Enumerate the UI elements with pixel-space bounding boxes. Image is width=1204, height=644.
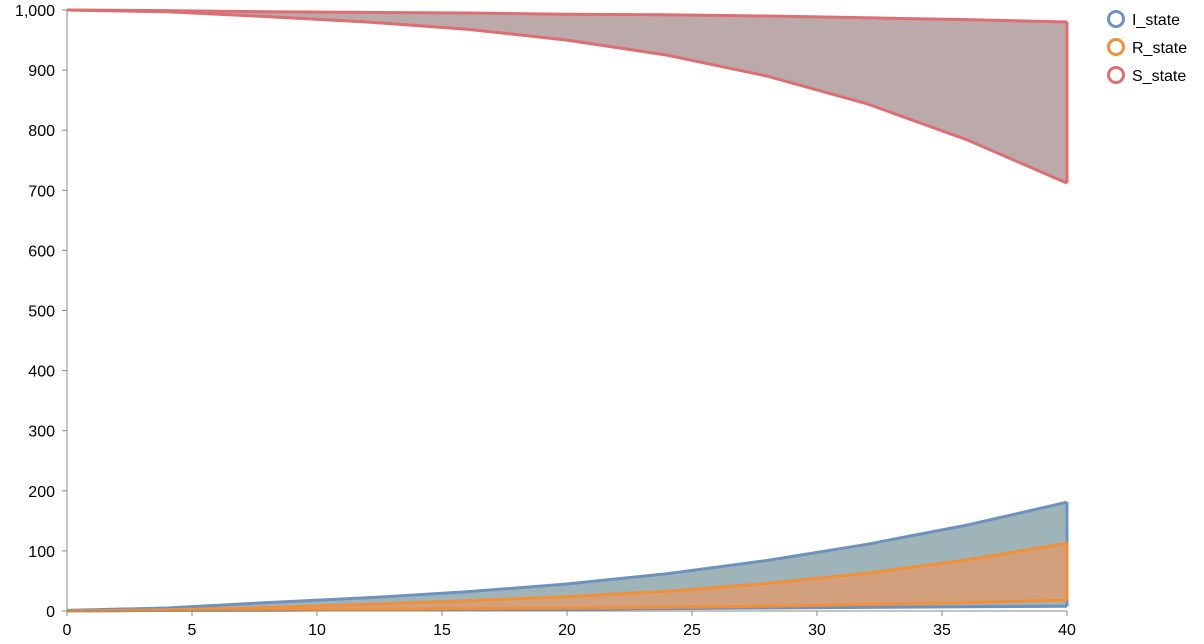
y-tick-label: 1,000	[15, 3, 55, 20]
legend-label: I_state	[1132, 12, 1180, 29]
x-tick-label: 25	[683, 622, 701, 639]
series-r-state	[66, 541, 1069, 613]
legend: I_state R_state S_state	[1107, 10, 1188, 86]
legend-item-i-state[interactable]: I_state	[1107, 10, 1181, 30]
legend-label: R_state	[1132, 40, 1187, 57]
y-tick-label: 200	[28, 484, 55, 501]
y-tick-label: 800	[28, 123, 55, 140]
x-tick-label: 30	[808, 622, 826, 639]
y-tick-label: 900	[28, 63, 55, 80]
y-tick-label: 600	[28, 243, 55, 260]
series-s-state	[66, 8, 1069, 185]
legend-symbol-icon	[1107, 66, 1125, 84]
area-r-state	[67, 543, 1067, 611]
legend-symbol-icon	[1107, 10, 1125, 28]
lower-line-s-state	[66, 8, 1068, 185]
x-tick-label: 20	[558, 622, 576, 639]
y-tick-label: 700	[28, 183, 55, 200]
upper-line-i-state	[66, 500, 1068, 612]
upper-line-r-state	[66, 541, 1068, 613]
y-tick-label: 300	[28, 424, 55, 441]
legend-symbol-icon	[1107, 38, 1125, 56]
y-tick-label: 400	[28, 364, 55, 381]
x-tick-label: 15	[433, 622, 451, 639]
area-s-state	[67, 10, 1067, 184]
x-tick-label: 10	[308, 622, 326, 639]
legend-item-r-state[interactable]: R_state	[1107, 38, 1188, 58]
x-tick-label: 40	[1058, 622, 1076, 639]
x-tick-label: 5	[188, 622, 197, 639]
y-tick-label: 500	[28, 304, 55, 321]
y-tick-label: 100	[28, 544, 55, 561]
plot-area	[66, 8, 1069, 613]
legend-item-s-state[interactable]: S_state	[1107, 66, 1187, 86]
axes: 0 100 200 300 400 500 600 700 800 900 1,000 0 5 10 15 2…	[15, 3, 1076, 639]
upper-line-s-state	[66, 8, 1068, 24]
legend-label: S_state	[1132, 68, 1186, 85]
x-tick-label: 35	[933, 622, 951, 639]
lower-line-r-state	[66, 598, 1068, 613]
y-tick-label: 0	[46, 604, 55, 621]
x-tick-label: 0	[63, 622, 72, 639]
